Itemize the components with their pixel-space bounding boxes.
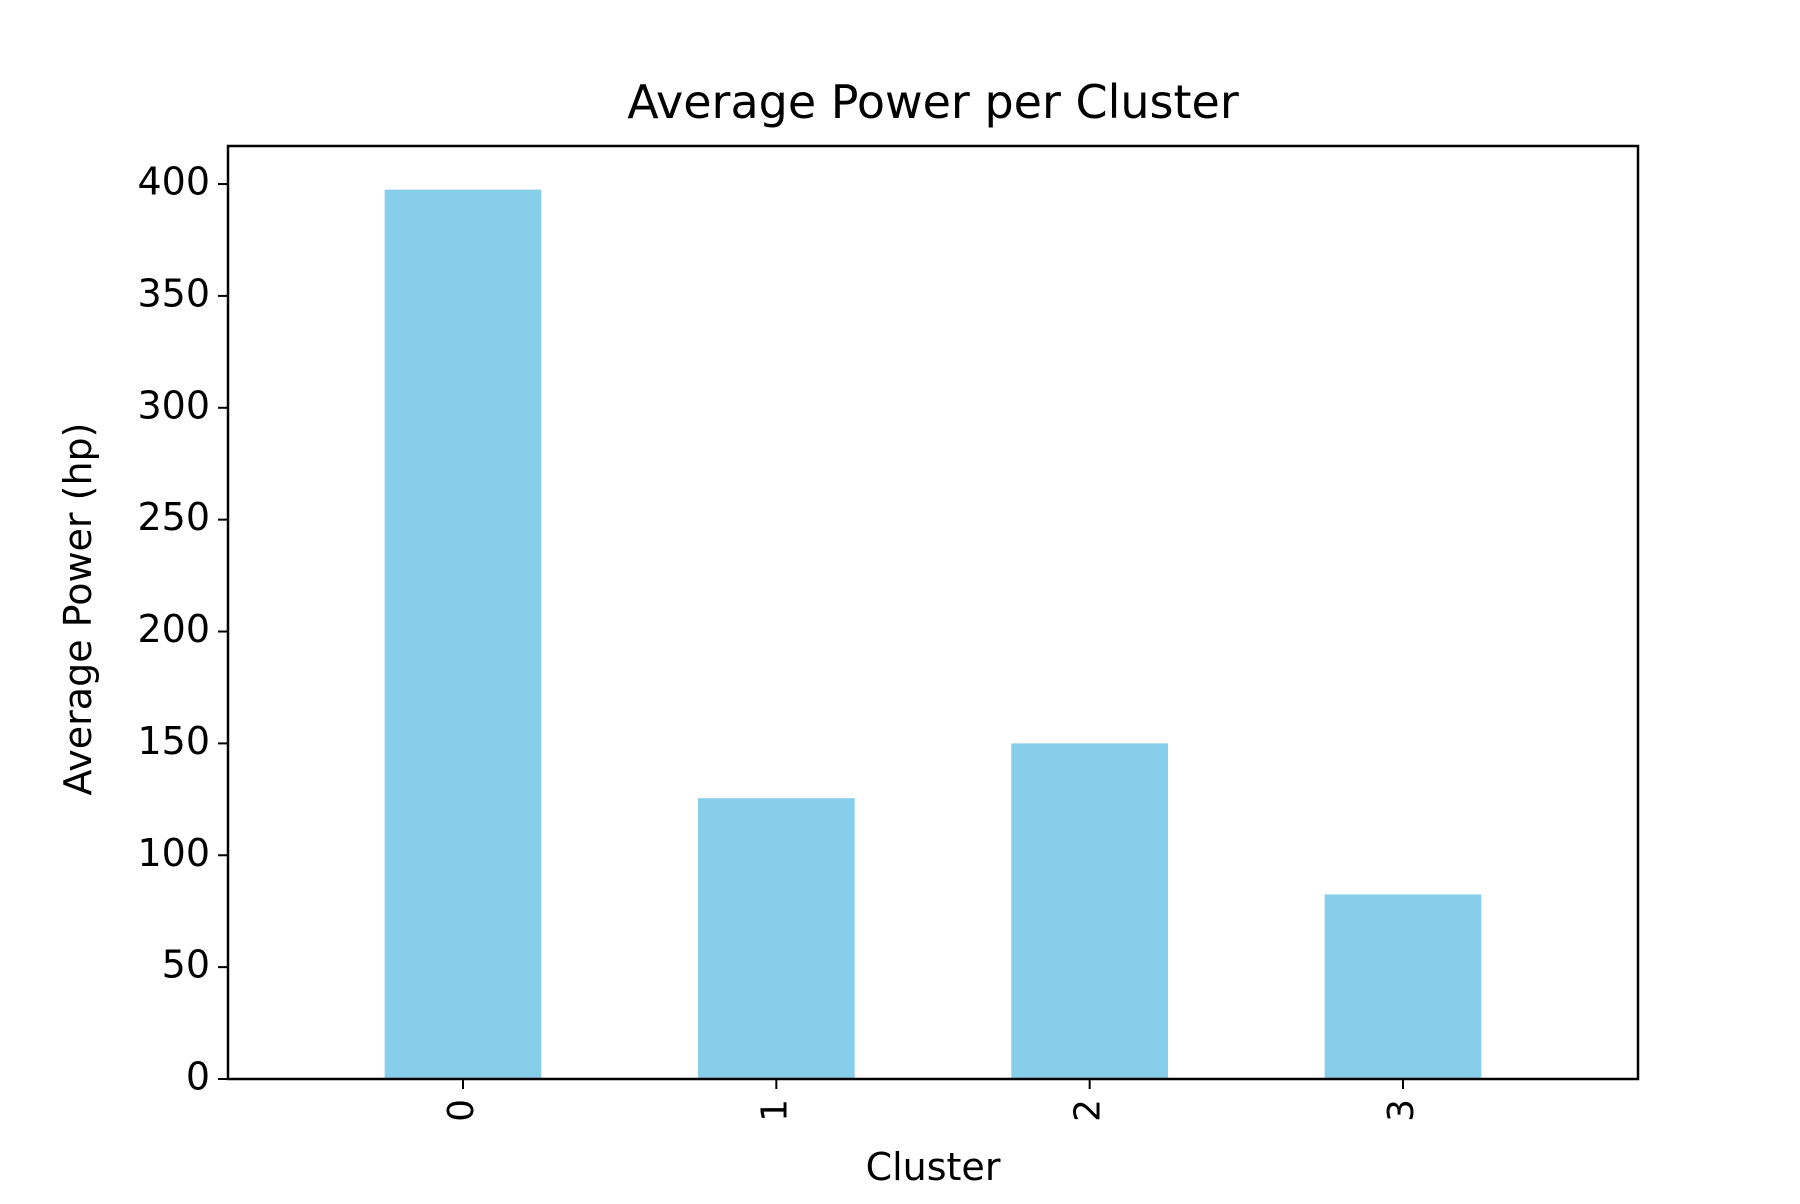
y-tick-label-150: 150 — [137, 719, 210, 763]
x-tick-label-0: 0 — [441, 1099, 482, 1122]
y-axis-label: Average Power (hp) — [56, 423, 100, 796]
y-tick-label-50: 50 — [162, 943, 210, 987]
bar-cluster-0 — [384, 189, 542, 1079]
y-tick-label-350: 350 — [137, 271, 210, 315]
bar-cluster-1 — [698, 798, 855, 1079]
chart-title: Average Power per Cluster — [627, 75, 1239, 129]
y-tick-label-100: 100 — [137, 831, 210, 875]
bar-cluster-2 — [1011, 743, 1168, 1079]
y-tick-label-200: 200 — [137, 607, 210, 651]
bar-cluster-3 — [1324, 894, 1482, 1079]
x-tick-label-2: 2 — [1068, 1099, 1109, 1122]
x-axis-label: Cluster — [866, 1145, 1001, 1189]
bars-layer — [384, 189, 1482, 1079]
plot-frame — [226, 144, 1640, 1081]
x-tick-label-1: 1 — [754, 1099, 795, 1122]
y-tick-label-0: 0 — [186, 1055, 210, 1099]
x-tick-label-3: 3 — [1381, 1099, 1422, 1122]
ticks-layer: 0 1 2 3 0 50 100 150 200 250 300 350 400 — [137, 160, 1422, 1122]
y-tick-label-300: 300 — [137, 383, 210, 427]
y-tick-label-250: 250 — [137, 495, 210, 539]
y-tick-label-400: 400 — [137, 160, 210, 204]
